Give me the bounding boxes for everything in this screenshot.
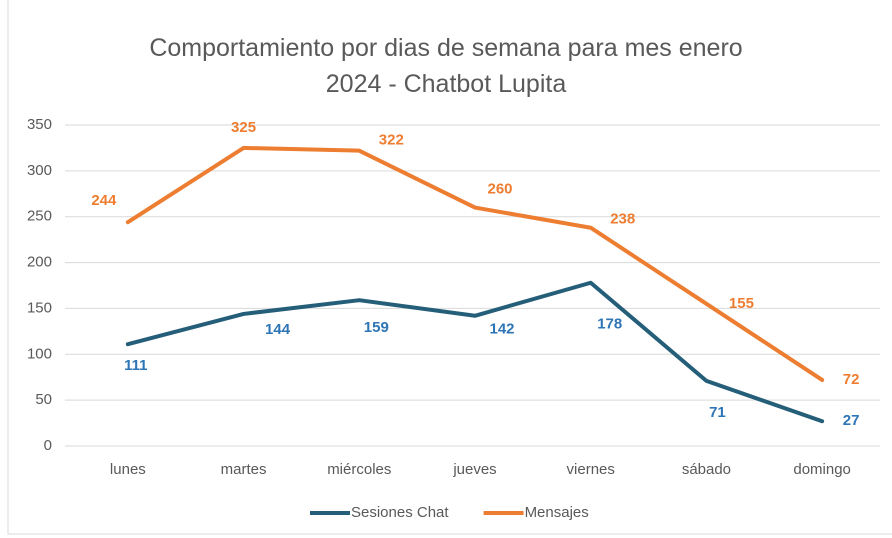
data-label: 260 xyxy=(487,181,512,198)
data-label: 71 xyxy=(709,404,726,421)
y-tick-label: 50 xyxy=(35,391,52,408)
data-label: 325 xyxy=(231,119,256,136)
x-tick-label: sábado xyxy=(682,461,731,478)
chart-border xyxy=(7,0,892,535)
x-tick-label: martes xyxy=(221,461,267,478)
x-tick-label: miércoles xyxy=(327,461,391,478)
data-label: 27 xyxy=(843,412,860,429)
data-label: 178 xyxy=(597,316,622,333)
chart-title: Comportamiento por dias de semana para m… xyxy=(149,34,743,98)
data-label: 244 xyxy=(91,192,117,209)
y-tick-label: 250 xyxy=(27,208,52,225)
y-tick-label: 0 xyxy=(44,437,52,454)
y-tick-label: 350 xyxy=(27,116,52,133)
x-tick-label: viernes xyxy=(567,461,615,478)
series-line xyxy=(125,280,825,424)
data-label: 142 xyxy=(489,321,514,338)
y-tick-label: 100 xyxy=(27,345,52,362)
data-label: 111 xyxy=(124,357,147,374)
y-tick-label: 300 xyxy=(27,162,52,179)
data-label: 144 xyxy=(265,321,291,338)
legend-label: Sesiones Chat xyxy=(351,504,449,521)
x-tick-label: lunes xyxy=(110,461,146,478)
y-tick-label: 200 xyxy=(27,254,52,271)
x-tick-label: jueves xyxy=(452,461,496,478)
x-tick-label: domingo xyxy=(793,461,851,478)
y-tick-label: 150 xyxy=(27,299,52,316)
data-label: 155 xyxy=(729,295,754,312)
legend-label: Mensajes xyxy=(525,504,589,521)
data-label: 238 xyxy=(610,211,635,228)
data-label: 322 xyxy=(379,132,404,149)
data-label: 159 xyxy=(364,319,389,336)
series-line xyxy=(125,145,825,382)
data-label: 72 xyxy=(843,371,860,388)
